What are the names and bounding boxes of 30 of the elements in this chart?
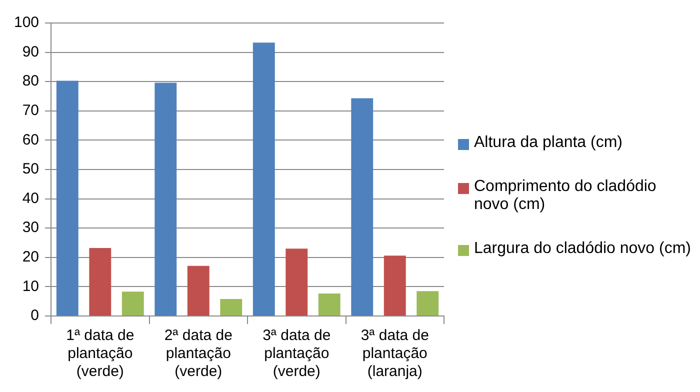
bar: [252, 42, 275, 316]
legend-label: Altura da planta (cm): [474, 134, 623, 152]
bar: [187, 266, 210, 316]
bar: [286, 248, 308, 316]
y-tick-label: 40: [22, 190, 40, 207]
y-tick-label: 100: [14, 14, 40, 32]
legend-label: Comprimento do cladódio novo (cm): [474, 178, 658, 214]
x-tick-label: 3ª data de plantação (verde): [262, 327, 331, 380]
y-tick-label: 20: [22, 248, 40, 266]
y-tick-label: 30: [22, 219, 40, 236]
y-tick-label: 70: [22, 102, 40, 120]
bar: [154, 82, 177, 316]
x-tick-label: 2ª data de plantação (verde): [164, 327, 232, 380]
bar: [416, 291, 439, 316]
legend-label: Largura do cladódio novo (cm): [474, 240, 692, 258]
y-tick-label: 90: [22, 43, 40, 60]
bar: [318, 293, 340, 316]
bar: [89, 248, 112, 316]
bar: [122, 292, 144, 316]
y-tick-label: 50: [22, 160, 40, 178]
y-tick-label: 60: [22, 131, 40, 148]
bar: [56, 80, 78, 316]
y-tick-label: 10: [22, 278, 40, 295]
x-tick-label: 3ª data de plantação (laranja): [360, 327, 429, 380]
bar: [220, 299, 242, 316]
y-tick-label: 80: [22, 72, 40, 90]
x-tick-label: 1ª data de plantação (verde): [66, 327, 134, 380]
y-tick-label: 0: [30, 307, 40, 324]
bar: [351, 98, 374, 316]
bar: [384, 256, 406, 316]
